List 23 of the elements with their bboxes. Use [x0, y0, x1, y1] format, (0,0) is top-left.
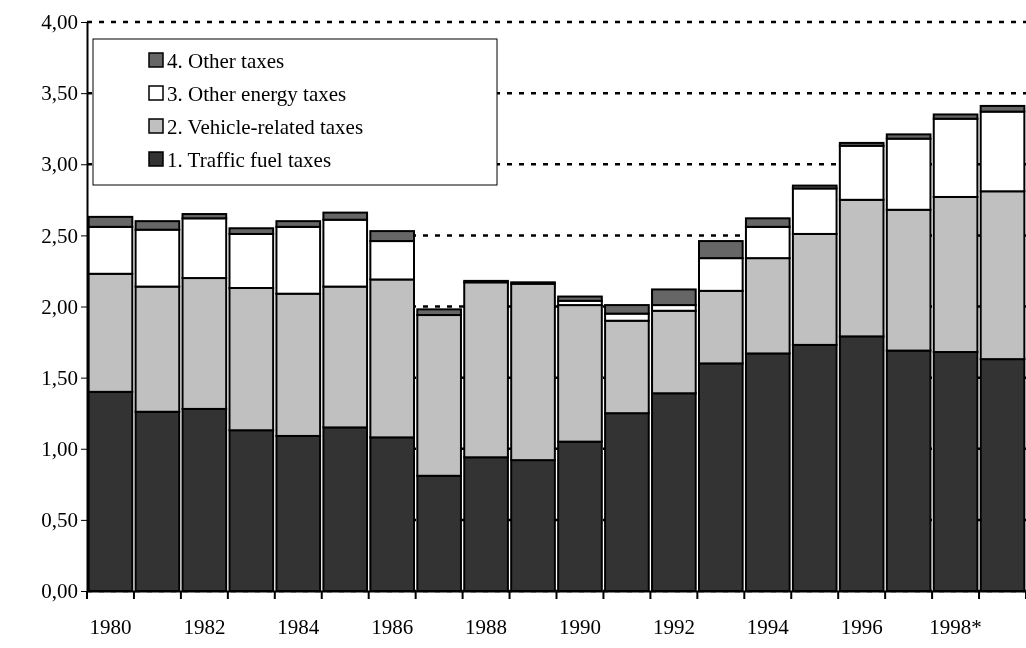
- y-tick-label: 0,00: [41, 579, 78, 604]
- y-tick-label: 2,50: [41, 223, 78, 248]
- x-tick-label: 1988: [465, 614, 508, 639]
- y-tick-label: 1,00: [41, 436, 78, 461]
- legend-label: 3. Other energy taxes: [167, 82, 347, 106]
- x-tick-label: 1990: [558, 614, 601, 639]
- legend-label: 2. Vehicle-related taxes: [167, 115, 364, 139]
- x-tick-label: 1982: [183, 614, 226, 639]
- y-tick-label: 3,00: [41, 152, 78, 177]
- y-tick-label: 0,50: [41, 508, 78, 533]
- y-tick-label: 3,50: [41, 81, 78, 106]
- legend-label: 4. Other taxes: [167, 49, 285, 73]
- legend-label: 1. Traffic fuel taxes: [167, 148, 332, 172]
- y-tick-label: 4,00: [41, 10, 78, 35]
- x-tick-label: 1992: [652, 614, 695, 639]
- x-tick-label: 1998*: [929, 614, 982, 639]
- x-tick-label: 1986: [371, 614, 414, 639]
- x-tick-label: 1984: [277, 614, 320, 639]
- y-tick-label: 1,50: [41, 365, 78, 390]
- x-tick-label: 1996: [840, 614, 883, 639]
- x-tick-label: 1994: [746, 614, 790, 639]
- x-tick-label: 1980: [89, 614, 132, 639]
- y-tick-label: 2,00: [41, 294, 78, 319]
